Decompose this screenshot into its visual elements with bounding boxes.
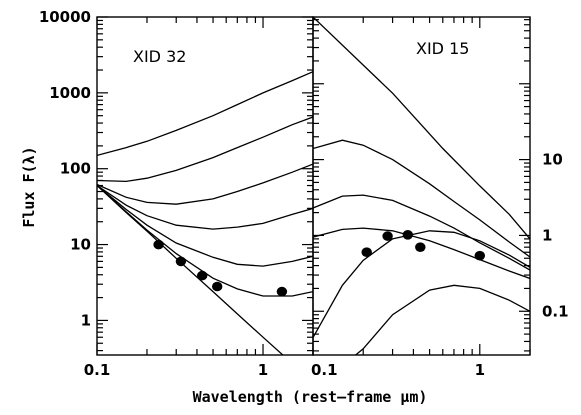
panel-frame [96, 16, 314, 356]
data-point [361, 247, 372, 257]
x-tick-label: 1 [475, 361, 485, 379]
y-tick-label: 1 [542, 226, 552, 244]
y-tick-label: 100 [60, 160, 91, 178]
x-tick-label: 0.1 [311, 361, 338, 379]
y-tick-label: 0.1 [542, 302, 569, 320]
model-curve-3 [313, 194, 530, 271]
panel-frame [312, 16, 531, 356]
data-point [175, 256, 187, 267]
y-tick-label: 10 [70, 236, 91, 254]
model-curve-5 [313, 230, 530, 338]
model-curve-1 [97, 71, 313, 157]
data-point [402, 230, 413, 240]
model-curve-3 [97, 163, 313, 205]
model-curve-4 [97, 184, 313, 230]
data-point [212, 281, 223, 292]
model-curve-1 [313, 17, 530, 240]
x-axis-title: Wavelength (rest–frame μm) [193, 388, 428, 406]
panel-title: XID 15 [416, 39, 469, 58]
model-curve-7 [97, 185, 284, 355]
y-tick-label: 10000 [39, 8, 91, 26]
model-curve-2 [313, 139, 530, 258]
model-curve-4 [313, 227, 530, 280]
x-tick-label: 1 [258, 361, 268, 379]
data-point [197, 270, 208, 281]
data-point [415, 242, 426, 252]
y-axis-title: Flux F(λ) [20, 146, 38, 227]
panel-title: XID 32 [133, 47, 186, 66]
y-tick-label: 1 [81, 311, 91, 329]
model-curve-6 [355, 284, 530, 355]
panel-xid-15: 0.1 1 0.1 1 10 XID 15 [311, 16, 569, 379]
x-tick-label: 0.1 [84, 361, 111, 379]
data-point [474, 250, 485, 261]
y-tick-label: 1000 [49, 84, 91, 102]
data-point [276, 286, 288, 297]
data-point [382, 231, 393, 241]
data-point [153, 239, 164, 250]
model-curve-5 [97, 184, 313, 267]
y-tick-label: 10 [542, 151, 563, 169]
panel-xid-32: 0.1 1 1 10 100 1000 10000 XID 32 [39, 8, 314, 379]
model-curve-2 [97, 116, 313, 183]
